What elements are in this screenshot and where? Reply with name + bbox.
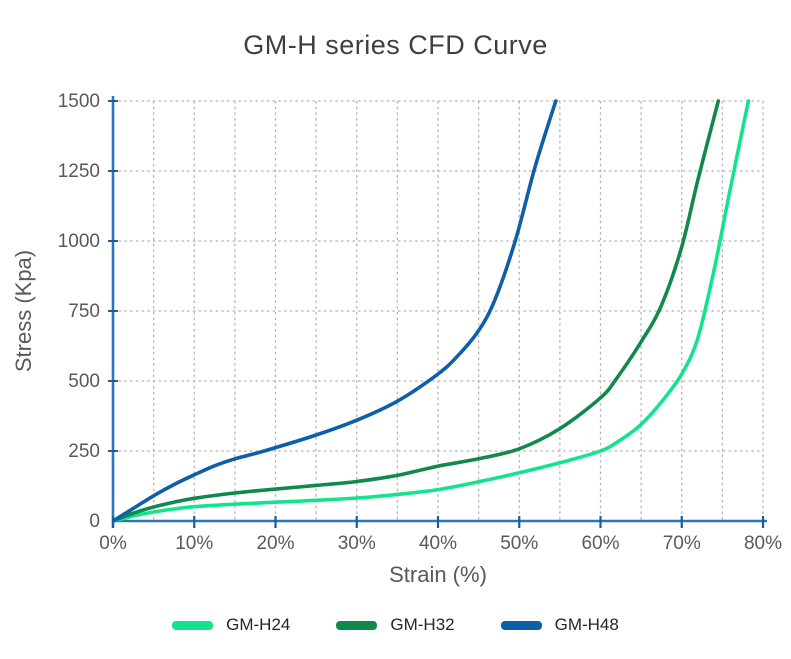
legend-swatch-gm-h48: [500, 620, 542, 630]
x-tick-label: 0%: [99, 533, 127, 554]
legend-swatch-gm-h24: [172, 620, 214, 630]
x-tick-label: 60%: [581, 533, 619, 554]
x-tick-label: 50%: [500, 533, 538, 554]
legend-item-gm-h48: GM-H48: [500, 615, 619, 635]
legend-label: GM-H24: [226, 615, 291, 634]
series-line-gm-h24: [113, 99, 751, 523]
x-tick-label: 20%: [256, 533, 294, 554]
y-tick-label: 500: [68, 371, 100, 392]
series-line-gm-h48: [113, 99, 558, 523]
y-tick-label: 1250: [58, 161, 100, 182]
legend-item-gm-h24: GM-H24: [172, 615, 290, 635]
series-group: [113, 99, 751, 523]
y-tick-label: 0: [89, 511, 100, 532]
y-tick-label: 1500: [58, 91, 100, 112]
y-tick-label: 750: [68, 301, 100, 322]
legend-swatch-gm-h32: [336, 620, 378, 630]
x-tick-label: 10%: [175, 533, 213, 554]
y-axis-title: Stress (Kpa): [11, 249, 36, 373]
legend-label: GM-H48: [554, 615, 619, 634]
y-tick-label: 250: [68, 441, 100, 462]
x-axis-title: Strain (%): [389, 562, 487, 587]
series-line-gm-h32: [113, 99, 721, 523]
legend-label: GM-H32: [390, 615, 455, 634]
y-tick-label: 1000: [58, 231, 100, 252]
x-tick-label: 70%: [663, 533, 701, 554]
chart-title: GM-H series CFD Curve: [243, 30, 548, 60]
x-tick-label: 40%: [419, 533, 457, 554]
legend-item-gm-h32: GM-H32: [336, 615, 455, 635]
x-tick-label: 80%: [744, 533, 782, 554]
legend: GM-H24 GM-H32 GM-H48: [0, 615, 791, 635]
x-tick-label: 30%: [338, 533, 376, 554]
